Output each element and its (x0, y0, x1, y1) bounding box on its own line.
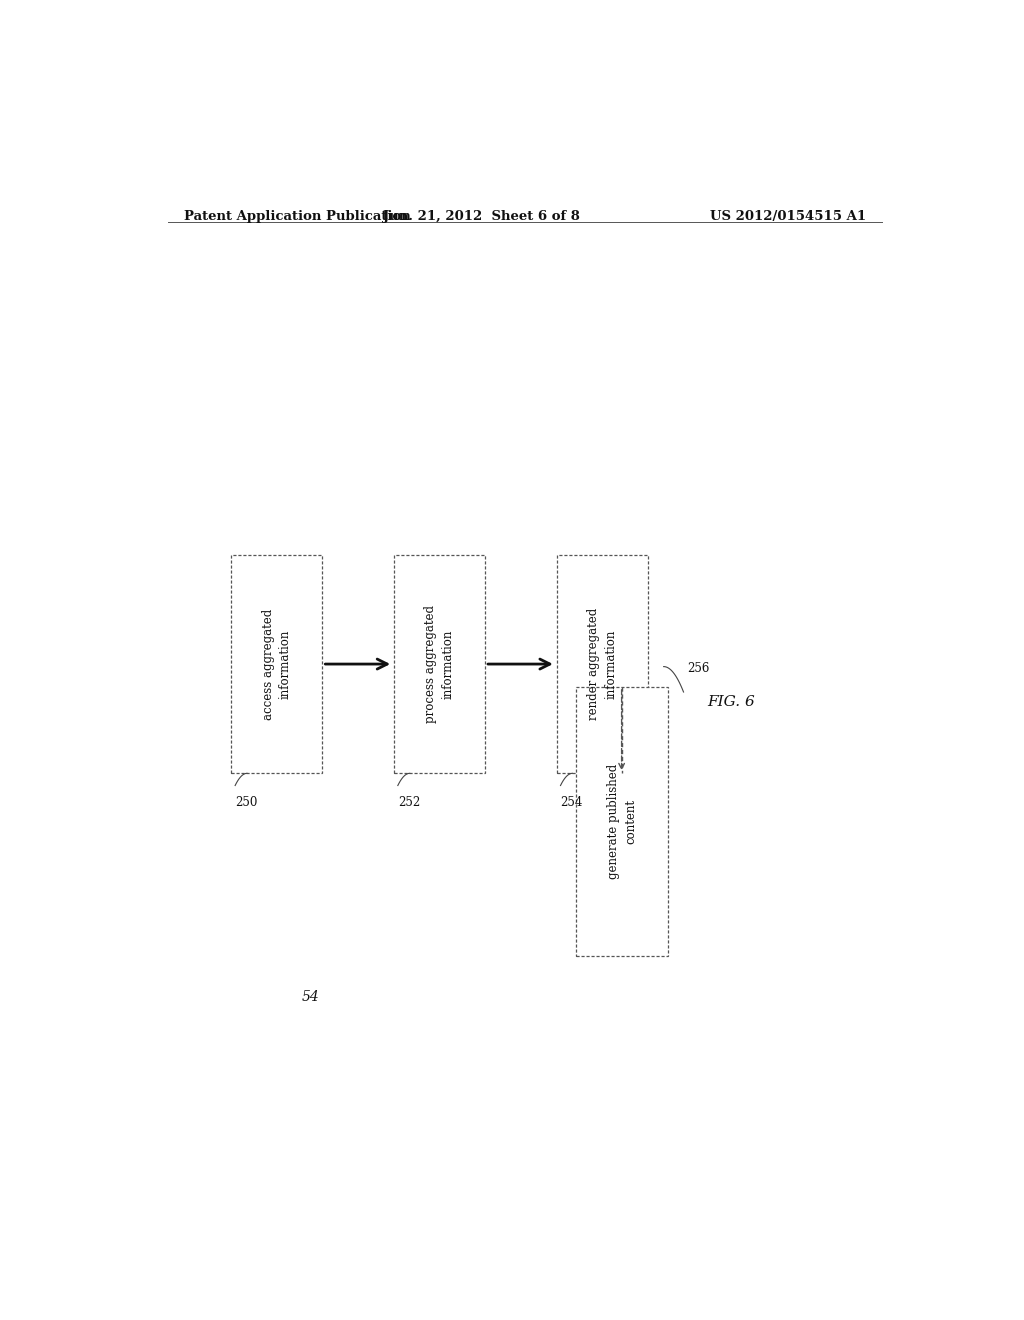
Text: 252: 252 (397, 796, 420, 809)
Bar (557, 554, 648, 774)
Text: render aggregated
information: render aggregated information (587, 609, 617, 721)
Text: US 2012/0154515 A1: US 2012/0154515 A1 (710, 210, 866, 223)
Bar (577, 686, 668, 956)
Text: Patent Application Publication: Patent Application Publication (183, 210, 411, 223)
Text: 254: 254 (560, 796, 583, 809)
Bar (394, 554, 485, 774)
Text: access aggregated
information: access aggregated information (262, 609, 292, 719)
Text: 54: 54 (302, 990, 319, 1005)
Text: generate published
content: generate published content (607, 764, 637, 879)
Text: Jun. 21, 2012  Sheet 6 of 8: Jun. 21, 2012 Sheet 6 of 8 (383, 210, 580, 223)
Text: FIG. 6: FIG. 6 (708, 696, 755, 709)
Text: 256: 256 (687, 661, 710, 675)
Text: 250: 250 (236, 796, 257, 809)
Text: process aggregated
information: process aggregated information (425, 605, 455, 723)
Bar (231, 554, 323, 774)
